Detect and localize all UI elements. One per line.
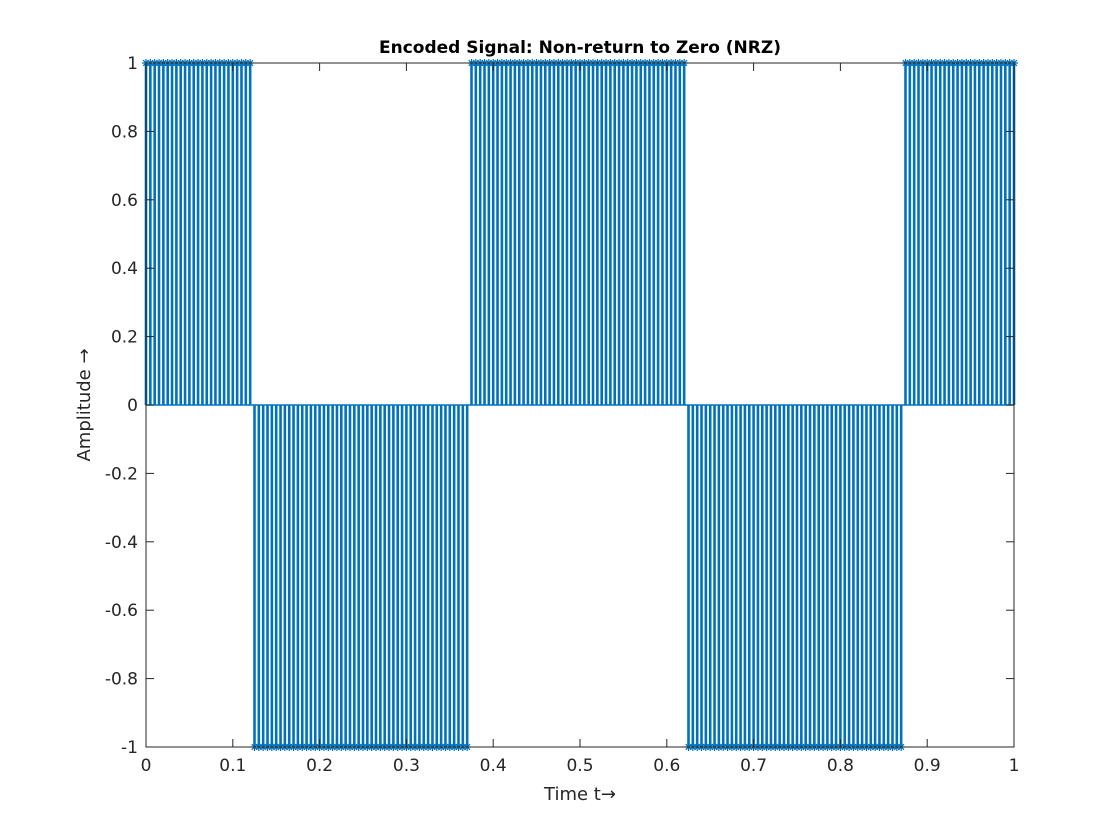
x-tick-label: 0.8: [827, 756, 854, 776]
y-tick-label: -0.8: [105, 670, 138, 690]
x-tick-label: 0.3: [393, 756, 420, 776]
y-tick-label: -0.2: [105, 464, 138, 484]
x-tick-label: 0.4: [480, 756, 507, 776]
x-tick-label: 0.9: [914, 756, 941, 776]
x-tick-label: 0.2: [306, 756, 333, 776]
x-tick-label: 0.7: [740, 756, 767, 776]
stem-series: [142, 59, 1018, 751]
x-tick-label: 0.6: [653, 756, 680, 776]
y-tick-label: -0.6: [105, 601, 138, 621]
y-tick-label: 1: [127, 54, 138, 74]
x-tick-label: 1: [1009, 756, 1020, 776]
y-tick-label: 0.2: [111, 328, 138, 348]
y-tick-label: 0: [127, 396, 138, 416]
x-axis-label: Time t→: [543, 784, 616, 805]
y-tick-label: 0.8: [111, 122, 138, 142]
x-tick-label: 0.1: [219, 756, 246, 776]
axes: 0 0.1 0.2 0.3 0.4 0.5 0.6 0.7 0.8 0.9 1 -1 -0.8 -0.6 -…: [105, 54, 1020, 776]
y-tick-label: 0.4: [111, 259, 138, 279]
y-tick-label: -0.4: [105, 533, 138, 553]
x-tick-label: 0.5: [566, 756, 593, 776]
y-axis-label: Amplitude →: [74, 348, 95, 461]
chart-title: Encoded Signal: Non-return to Zero (NRZ): [379, 38, 781, 58]
y-tick-label: -1: [121, 738, 138, 758]
y-tick-label: 0.6: [111, 191, 138, 211]
x-tick-label: 0: [141, 756, 152, 776]
